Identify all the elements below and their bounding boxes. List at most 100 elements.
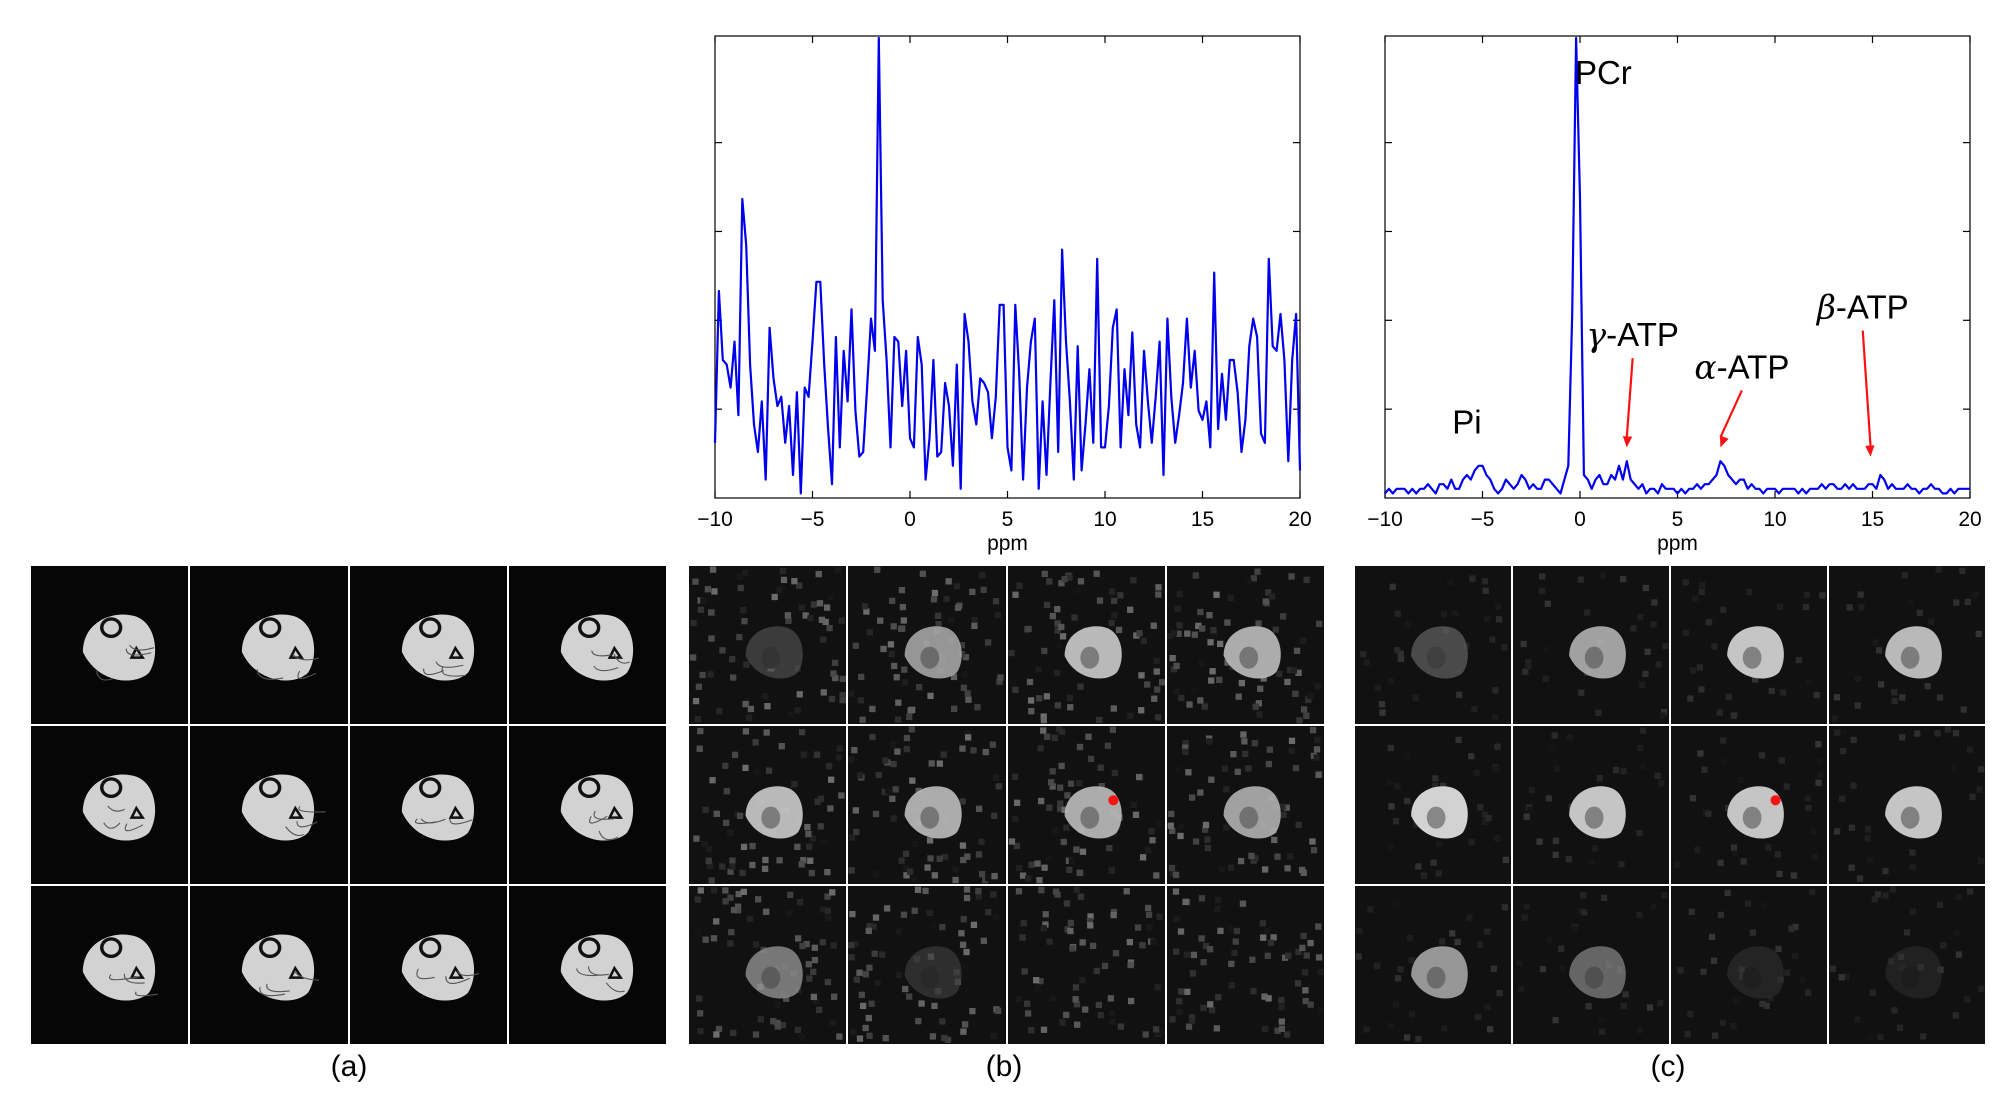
map-noise-pixel — [1261, 866, 1269, 873]
spectrum-plot-b-svg: −10 −5 0 5 10 15 20 ppm — [697, 35, 1312, 555]
map-noise-pixel — [1404, 797, 1411, 805]
map-noise-pixel — [1456, 691, 1463, 698]
map-noise-pixel — [805, 843, 813, 850]
map-noise-pixel — [1751, 676, 1759, 683]
map-noise-pixel — [1166, 632, 1174, 640]
map-noise-pixel — [1698, 686, 1705, 693]
map-noise-pixel — [1058, 728, 1065, 735]
map-noise-pixel — [1901, 572, 1909, 579]
map-noise-pixel — [1805, 989, 1812, 996]
map-noise-pixel — [963, 654, 970, 661]
mri-fascia-line — [298, 806, 326, 813]
plot-b-xtick-label: 5 — [1002, 508, 1014, 531]
map-noise-pixel — [803, 940, 810, 948]
map-noise-pixel — [705, 857, 712, 864]
map-noise-pixel — [1057, 623, 1064, 631]
map-noise-pixel — [1077, 893, 1084, 900]
map-noise-pixel — [1078, 977, 1086, 984]
map-noise-pixel — [896, 928, 903, 935]
map-noise-pixel — [862, 1024, 870, 1032]
map-noise-pixel — [707, 862, 714, 870]
map-noise-pixel — [1110, 705, 1117, 712]
mri-fascia-line — [96, 670, 114, 681]
map-noise-pixel — [1112, 949, 1119, 957]
map-noise-pixel — [827, 594, 834, 601]
map-noise-pixel — [696, 745, 703, 752]
map-noise-pixel — [1588, 859, 1595, 866]
map-noise-pixel — [1869, 989, 1876, 996]
map-noise-pixel — [1543, 646, 1550, 653]
map-noise-pixel — [891, 662, 898, 670]
map-noise-pixel — [1283, 804, 1290, 811]
map-noise-pixel — [1291, 690, 1299, 697]
map-noise-pixel — [1661, 892, 1668, 899]
map-noise-pixel — [1298, 866, 1305, 874]
map-noise-pixel — [730, 674, 737, 681]
panel-label-b: (b) — [985, 1050, 1023, 1083]
map-noise-pixel — [931, 1002, 938, 1010]
map-noise-pixel — [1784, 969, 1791, 976]
map-noise-pixel — [1523, 813, 1530, 820]
map-noise-pixel — [1858, 604, 1865, 611]
mosaic-a-tile — [508, 566, 666, 724]
map-noise-pixel — [971, 622, 978, 630]
map-noise-pixel — [1173, 662, 1180, 670]
map-signal-void — [1742, 966, 1762, 989]
map-noise-pixel — [1304, 696, 1312, 703]
map-noise-pixel — [1600, 894, 1608, 902]
map-noise-pixel — [1278, 1004, 1285, 1011]
map-noise-pixel — [707, 671, 714, 678]
map-noise-pixel — [1238, 679, 1245, 687]
map-noise-pixel — [1167, 810, 1175, 818]
map-noise-pixel — [1408, 1011, 1416, 1018]
map-noise-pixel — [1207, 639, 1214, 646]
map-noise-pixel — [1591, 845, 1599, 852]
map-noise-pixel — [853, 828, 860, 836]
map-noise-pixel — [1267, 939, 1274, 947]
map-noise-pixel — [1093, 967, 1100, 975]
map-noise-pixel — [884, 905, 891, 912]
map-noise-pixel — [1274, 853, 1281, 860]
spectrum-plot-c-svg: −10 −5 0 5 10 15 20 ppm PCr Pi γ-ATP α-ATP β-ATP — [1367, 35, 1982, 555]
map-noise-pixel — [1813, 691, 1820, 699]
map-noise-pixel — [1684, 1030, 1691, 1038]
map-noise-pixel — [799, 1034, 806, 1041]
mri-fibula — [129, 805, 145, 819]
map-noise-pixel — [931, 596, 938, 603]
map-noise-pixel — [1637, 614, 1644, 621]
map-noise-pixel — [1183, 988, 1191, 996]
map-noise-pixel — [1644, 648, 1651, 655]
map-noise-pixel — [1041, 570, 1048, 578]
map-noise-pixel — [1489, 636, 1496, 643]
map-noise-pixel — [1034, 666, 1042, 673]
plot-c-annotation-atp-arrowhead — [1865, 445, 1875, 457]
map-noise-pixel — [866, 964, 873, 971]
map-noise-pixel — [1767, 995, 1774, 1002]
map-noise-pixel — [1060, 838, 1067, 846]
mosaic-a-tile-image — [349, 886, 507, 1044]
map-signal-void — [1742, 806, 1762, 829]
map-noise-pixel — [710, 935, 718, 942]
mri-fascia-line — [590, 650, 612, 657]
map-noise-pixel — [740, 843, 748, 851]
map-noise-pixel — [1928, 618, 1935, 625]
map-noise-pixel — [694, 716, 701, 723]
map-noise-pixel — [1856, 875, 1864, 882]
map-noise-pixel — [1481, 578, 1489, 585]
mri-fibula — [448, 805, 464, 819]
map-noise-pixel — [1019, 872, 1026, 879]
map-noise-pixel — [762, 856, 769, 864]
map-noise-pixel — [689, 654, 697, 661]
map-noise-pixel — [808, 869, 815, 877]
map-noise-pixel — [1182, 739, 1189, 747]
map-noise-pixel — [1737, 776, 1744, 784]
map-noise-pixel — [1024, 1010, 1031, 1017]
map-noise-pixel — [1263, 927, 1271, 934]
map-noise-pixel — [1490, 965, 1497, 972]
map-noise-pixel — [755, 896, 762, 903]
mosaic-a-tile-image — [31, 566, 189, 724]
mri-fascia-line — [124, 823, 144, 832]
map-noise-pixel — [1805, 678, 1813, 685]
map-noise-pixel — [1874, 891, 1882, 898]
map-noise-pixel — [824, 978, 831, 986]
